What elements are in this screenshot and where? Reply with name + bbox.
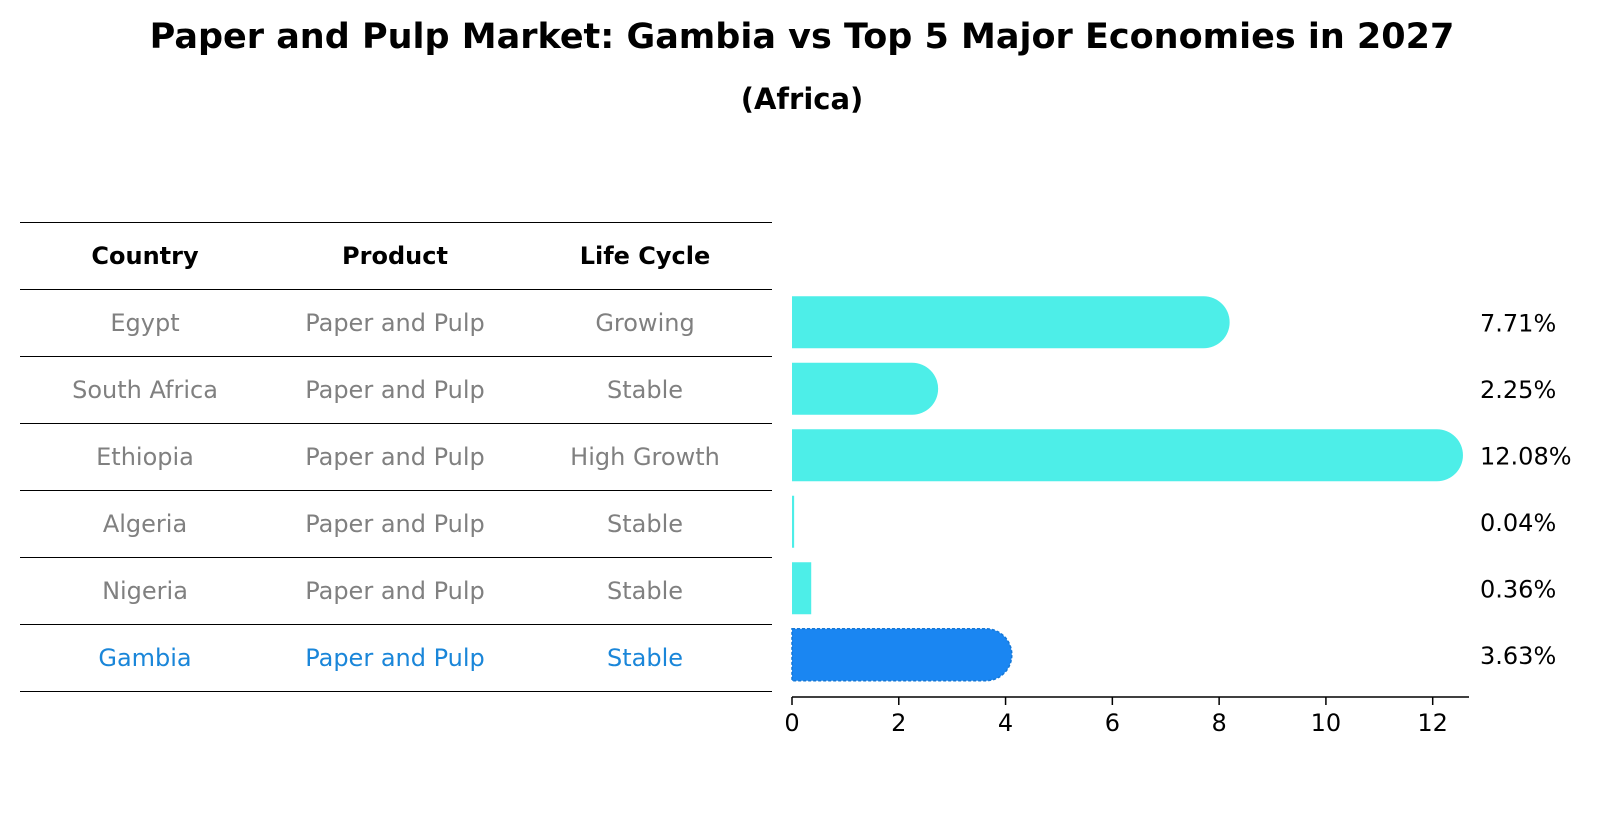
table-row: Ethiopia Paper and Pulp High Growth xyxy=(20,424,772,491)
bar xyxy=(791,628,1013,682)
x-tick-label: 10 xyxy=(1311,709,1342,737)
life-cycle-cell: Stable xyxy=(606,376,684,404)
country-cell: Nigeria xyxy=(102,577,188,605)
data-label: 3.63% xyxy=(1480,642,1556,670)
life-cycle-cell: Stable xyxy=(606,644,684,672)
product-cell: Paper and Pulp xyxy=(305,577,485,605)
country-cell: Ethiopia xyxy=(96,443,194,471)
data-table: Country Product Life Cycle Egypt Paper a… xyxy=(20,222,772,692)
chart-title: Paper and Pulp Market: Gambia vs Top 5 M… xyxy=(149,17,1455,57)
column-header-country: Country xyxy=(91,242,199,270)
life-cycle-cell: Stable xyxy=(606,510,684,538)
table-row: South Africa Paper and Pulp Stable xyxy=(20,357,772,424)
column-header-life-cycle: Life Cycle xyxy=(579,242,711,270)
life-cycle-cell: Stable xyxy=(606,577,684,605)
data-label: 7.71% xyxy=(1480,309,1556,337)
product-cell: Paper and Pulp xyxy=(305,376,485,404)
country-cell: Egypt xyxy=(110,309,180,337)
country-cell: South Africa xyxy=(72,376,218,404)
life-cycle-cell: High Growth xyxy=(570,443,720,471)
chart-subtitle: (Africa) xyxy=(740,82,864,116)
life-cycle-cell: Growing xyxy=(595,309,695,337)
country-cell: Algeria xyxy=(102,510,188,538)
x-tick-label: 0 xyxy=(784,709,799,737)
bar xyxy=(792,362,939,415)
x-tick-label: 8 xyxy=(1211,709,1226,737)
x-tick-label: 6 xyxy=(1105,709,1120,737)
product-cell: Paper and Pulp xyxy=(305,510,485,538)
column-header-product: Product xyxy=(342,242,448,270)
table-row: Algeria Paper and Pulp Stable xyxy=(20,491,772,558)
bar xyxy=(792,495,795,548)
product-cell: Paper and Pulp xyxy=(305,443,485,471)
data-label: 0.04% xyxy=(1480,509,1556,537)
product-cell: Paper and Pulp xyxy=(305,644,485,672)
bar xyxy=(792,296,1230,349)
x-tick-label: 4 xyxy=(998,709,1013,737)
data-label: 12.08% xyxy=(1480,442,1572,470)
data-label: 0.36% xyxy=(1480,575,1556,603)
table-row: Egypt Paper and Pulp Growing xyxy=(20,290,772,357)
product-cell: Paper and Pulp xyxy=(305,309,485,337)
x-tick-label: 2 xyxy=(891,709,906,737)
bar xyxy=(792,562,812,615)
table-row: Nigeria Paper and Pulp Stable xyxy=(20,558,772,625)
data-label: 2.25% xyxy=(1480,376,1556,404)
bar xyxy=(792,429,1463,482)
table-row-highlighted: Gambia Paper and Pulp Stable xyxy=(20,625,772,692)
table-header-row: Country Product Life Cycle xyxy=(20,222,772,290)
country-cell: Gambia xyxy=(98,644,192,672)
x-tick-label: 12 xyxy=(1417,709,1448,737)
